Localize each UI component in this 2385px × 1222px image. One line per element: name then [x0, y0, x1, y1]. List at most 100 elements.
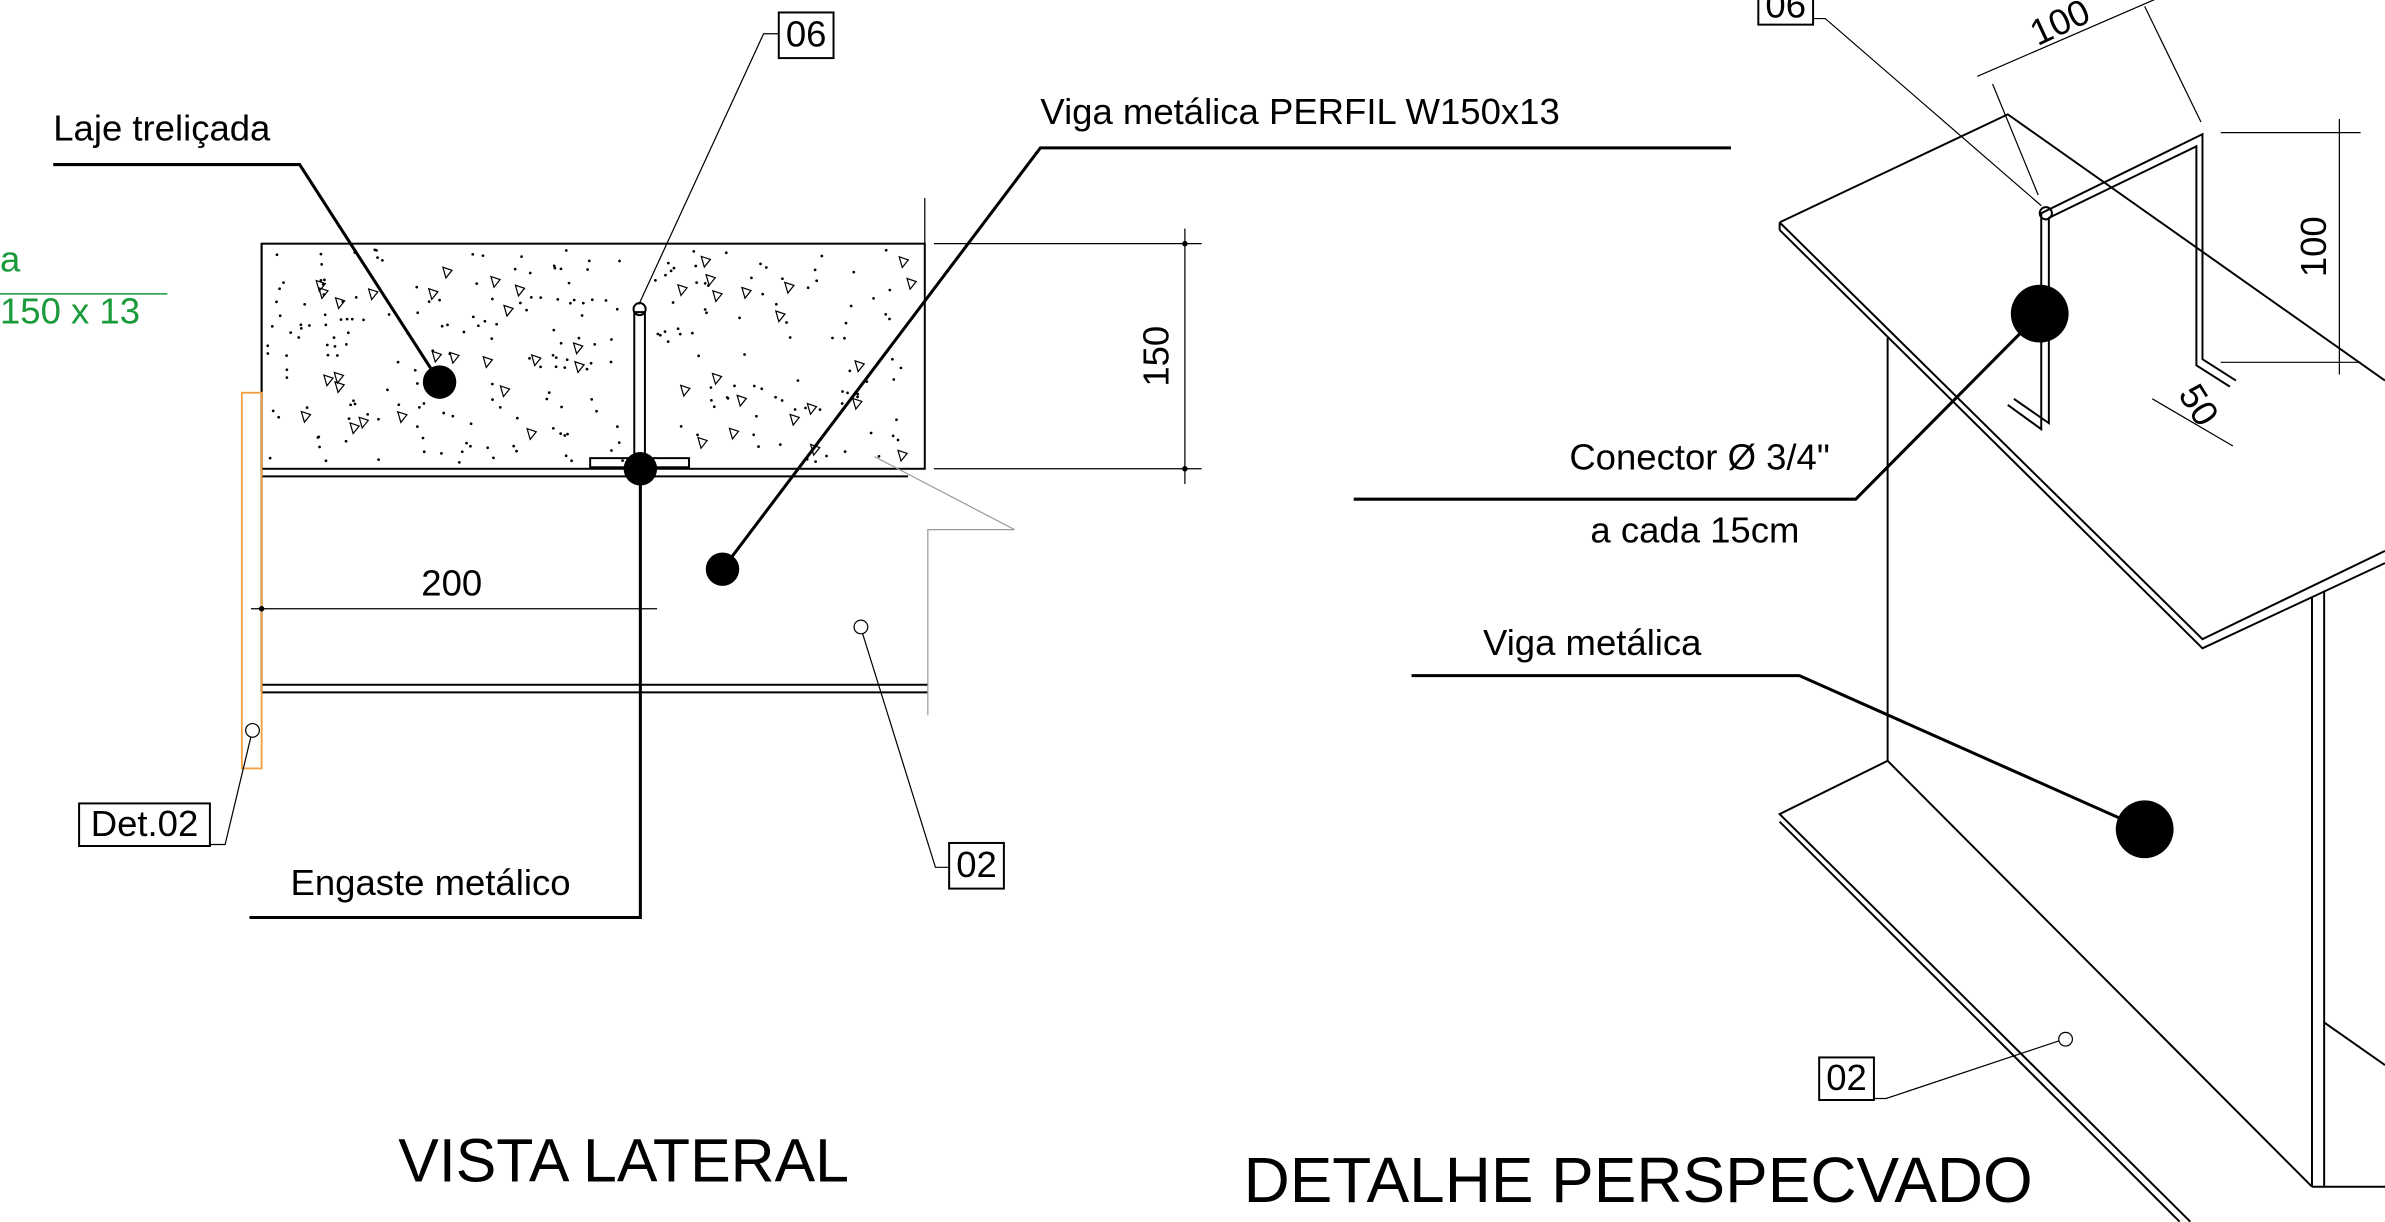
concrete-dot	[317, 436, 320, 439]
concrete-dot	[752, 433, 755, 436]
concrete-dot	[377, 418, 380, 421]
concrete-dot	[664, 330, 667, 333]
concrete-dot	[442, 412, 445, 415]
concrete-dot	[340, 318, 343, 321]
concrete-dot	[376, 256, 379, 259]
concrete-dot	[856, 395, 859, 398]
concrete-dot	[759, 263, 762, 266]
concrete-dot	[725, 251, 728, 254]
concrete-dot	[825, 455, 828, 458]
concrete-dot	[334, 345, 337, 348]
dimension: 200	[421, 563, 482, 604]
concrete-dot	[578, 337, 581, 340]
concrete-dot	[775, 303, 778, 306]
drawing: Laje treliçada Viga metálica PERFIL W150…	[0, 0, 2385, 1222]
concrete-dot	[563, 366, 566, 369]
concrete-dot	[324, 324, 327, 327]
concrete-dot	[610, 338, 613, 341]
concrete-dot	[566, 358, 569, 361]
concrete-dot	[423, 402, 426, 405]
concrete-dot	[831, 337, 834, 340]
concrete-dot	[475, 282, 478, 285]
concrete-dot	[354, 403, 357, 406]
concrete-dot	[696, 433, 699, 436]
concrete-dot	[415, 286, 418, 289]
concrete-dot	[670, 270, 673, 273]
concrete-dot	[320, 263, 323, 266]
concrete-dot	[381, 259, 384, 262]
concrete-dot	[667, 262, 670, 265]
concrete-dot	[765, 266, 768, 269]
concrete-dot	[694, 265, 697, 268]
concrete-dot	[495, 323, 498, 326]
concrete-dot	[438, 299, 441, 302]
concrete-dot	[348, 417, 351, 420]
concrete-dot	[525, 309, 528, 312]
callout: a cada 15cm	[1590, 509, 1799, 550]
concrete-dot	[345, 440, 348, 443]
concrete-dot	[266, 352, 269, 355]
concrete-dot	[738, 317, 741, 320]
background	[0, 0, 2385, 1221]
concrete-dot	[664, 274, 667, 277]
concrete-dot	[285, 354, 288, 357]
concrete-dot	[850, 305, 853, 308]
tag: Det.02	[91, 803, 199, 844]
concrete-dot	[888, 289, 891, 292]
concrete-dot	[900, 367, 903, 370]
concrete-dot	[677, 327, 680, 330]
concrete-dot	[545, 398, 548, 401]
concrete-dot	[297, 336, 300, 339]
concrete-dot	[884, 313, 887, 316]
concrete-dot	[618, 441, 621, 444]
concrete-dot	[351, 318, 354, 321]
concrete-dot	[471, 253, 474, 256]
concrete-dot	[529, 272, 532, 275]
leader-dot	[423, 365, 456, 398]
concrete-dot	[760, 387, 763, 390]
concrete-dot	[565, 454, 568, 457]
concrete-dot	[680, 425, 683, 428]
concrete-dot	[446, 324, 449, 327]
concrete-dot	[375, 249, 378, 252]
concrete-dot	[397, 403, 400, 406]
concrete-dot	[349, 404, 352, 407]
concrete-dot	[757, 445, 760, 448]
concrete-dot	[852, 271, 855, 274]
concrete-dot	[560, 268, 563, 271]
concrete-dot	[743, 353, 746, 356]
concrete-dot	[726, 396, 729, 399]
concrete-dot	[441, 325, 444, 328]
concrete-dot	[761, 293, 764, 296]
concrete-dot	[872, 297, 875, 300]
concrete-dot	[789, 336, 792, 339]
concrete-dot	[605, 299, 608, 302]
dimension: 100	[2293, 216, 2334, 277]
concrete-dot	[563, 434, 566, 437]
concrete-dot	[841, 390, 844, 393]
concrete-dot	[300, 327, 303, 330]
concrete-dot	[491, 398, 494, 401]
concrete-dot	[891, 358, 894, 361]
concrete-dot	[279, 314, 282, 317]
concrete-dot	[815, 279, 818, 282]
concrete-dot	[672, 301, 675, 304]
tag: 02	[956, 844, 997, 885]
concrete-dot	[303, 303, 306, 306]
concrete-dot	[477, 324, 480, 327]
concrete-dot	[552, 329, 555, 332]
concrete-dot	[870, 432, 873, 435]
concrete-dot	[278, 287, 281, 290]
concrete-dot	[590, 362, 593, 365]
concrete-dot	[554, 267, 557, 270]
leader-dot	[624, 452, 657, 485]
concrete-dot	[422, 437, 425, 440]
concrete-dot	[713, 405, 716, 408]
concrete-dot	[705, 311, 708, 314]
concrete-dot	[590, 398, 593, 401]
concrete-dot	[591, 298, 594, 301]
concrete-dot	[779, 443, 782, 446]
concrete-dot	[486, 446, 489, 449]
dim-tick	[1182, 241, 1187, 246]
concrete-dot	[469, 445, 472, 448]
